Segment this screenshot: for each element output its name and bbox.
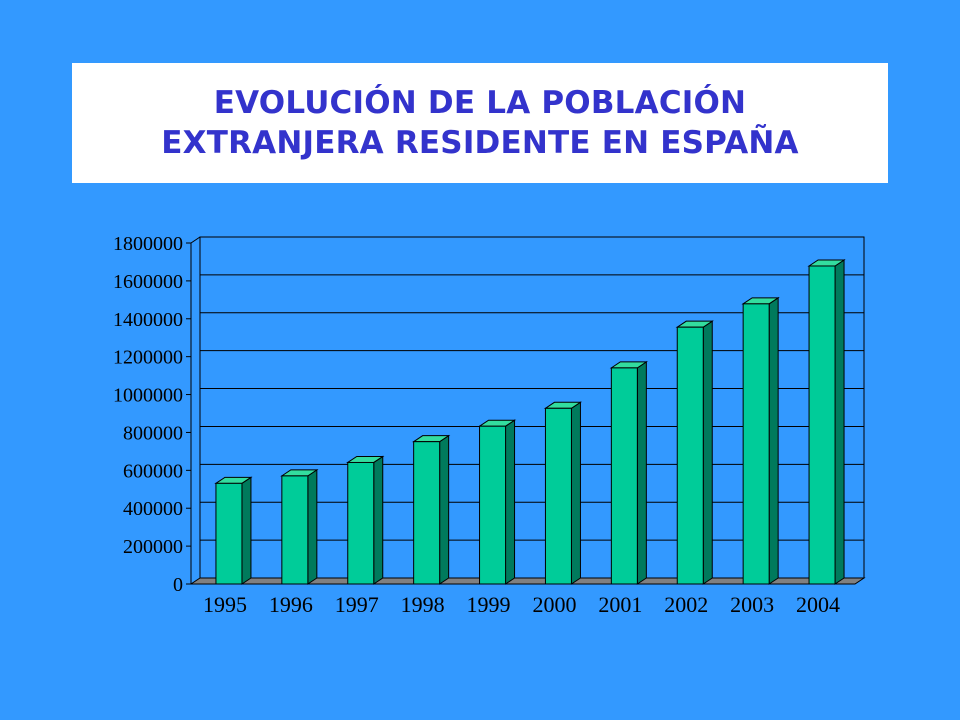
x-tick-label: 1995	[203, 592, 247, 617]
bar-front	[610, 367, 638, 585]
bar-side	[505, 419, 516, 585]
y-tick-label: 1400000	[113, 309, 183, 331]
bar	[477, 419, 517, 585]
y-tick-label: 1800000	[113, 233, 183, 255]
y-tick-label: 1600000	[113, 271, 183, 293]
x-tick-label: 2003	[730, 592, 774, 617]
bar	[675, 320, 714, 585]
bar-side	[439, 434, 450, 585]
bar-front	[479, 425, 507, 585]
bar	[411, 434, 451, 585]
bar-front	[742, 303, 770, 585]
x-tick-labels: 1995 1996 1997 1998 1999 2000 2001 2002 2003 2004	[203, 592, 840, 617]
bar-front	[281, 475, 309, 585]
y-tick-labels: 0 200000 400000 600000 800000 1000000 1200000 1…	[113, 233, 183, 596]
bar-front	[808, 265, 836, 585]
bar-side	[636, 360, 647, 585]
x-tick-label: 2000	[532, 592, 576, 617]
bar	[346, 455, 385, 585]
x-tick-label: 2001	[598, 592, 642, 617]
chart-title-line-2: EXTRANJERA RESIDENTE EN ESPAÑA	[161, 125, 799, 161]
y-tick-label: 1000000	[113, 385, 183, 407]
bar-side	[570, 401, 581, 585]
y-tick-label: 0	[173, 574, 183, 596]
bar-front	[544, 407, 572, 585]
bar	[543, 401, 583, 585]
bar	[609, 360, 649, 585]
bar	[214, 476, 253, 585]
bar-front	[676, 326, 704, 585]
bar	[741, 296, 780, 585]
chart-title-line-1: EVOLUCIÓN DE LA POBLACIÓN	[213, 85, 747, 121]
bar-side	[373, 455, 384, 585]
y-tick-label: 1200000	[113, 347, 183, 369]
x-tick-label: 1997	[335, 592, 379, 617]
bar-front	[347, 461, 375, 585]
bar-side	[768, 296, 779, 585]
y-tick-label: 800000	[123, 422, 183, 444]
x-tick-label: 2004	[796, 592, 840, 617]
bar-side	[307, 468, 318, 585]
y-axis-top-edge	[190, 236, 201, 244]
bar-side	[702, 320, 713, 585]
bar-front	[215, 482, 243, 585]
title-box: EVOLUCIÓN DE LA POBLACIÓN EXTRANJERA RES…	[72, 63, 888, 183]
bar-side	[834, 259, 845, 585]
y-tick-label: 600000	[123, 460, 183, 482]
x-tick-label: 1999	[467, 592, 511, 617]
x-tick-label: 1998	[401, 592, 445, 617]
bar-side	[241, 476, 252, 585]
x-tick-label: 1996	[269, 592, 313, 617]
bar	[280, 468, 319, 585]
y-axis	[186, 236, 855, 585]
x-tick-label: 2002	[664, 592, 708, 617]
bars	[214, 259, 846, 585]
y-tick-label: 200000	[123, 536, 183, 558]
y-tick-label: 400000	[123, 498, 183, 520]
bar-front	[413, 441, 441, 585]
bar	[807, 259, 846, 585]
